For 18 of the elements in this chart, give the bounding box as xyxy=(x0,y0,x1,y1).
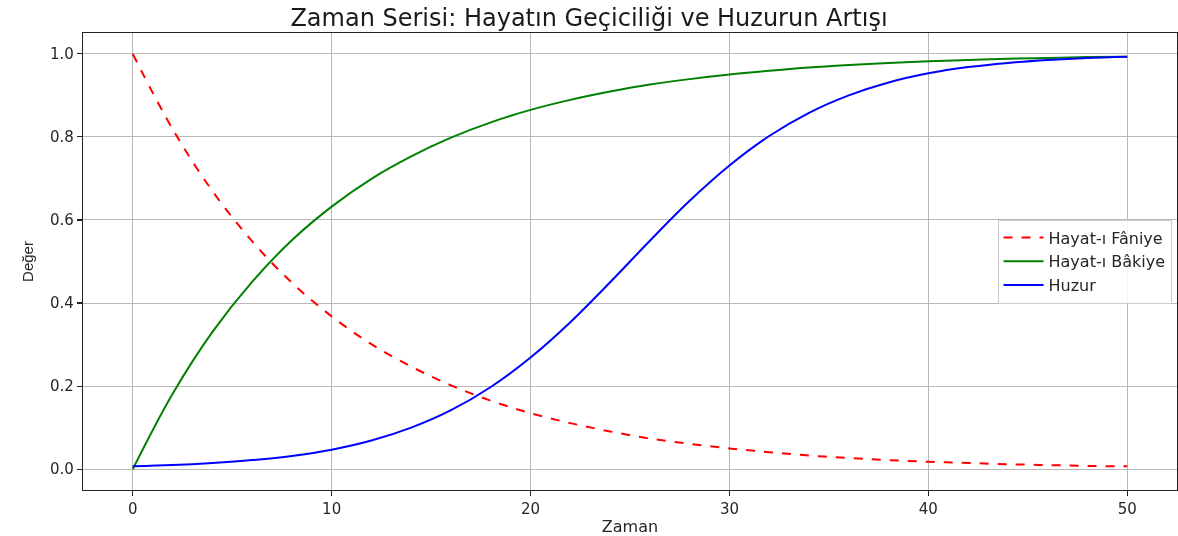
y-tick-label: 1.0 xyxy=(49,45,74,64)
legend-label: Hayat-ı Bâkiye xyxy=(1048,252,1166,272)
y-tick-label: 0.4 xyxy=(49,294,74,313)
chart-title: Zaman Serisi: Hayatın Geçiciliği ve Huzurun Artışı xyxy=(290,3,888,32)
y-tick-label: 0.2 xyxy=(49,377,74,396)
legend-label: Hayat-ı Fâniye xyxy=(1048,228,1163,248)
legend-label: Huzur xyxy=(1048,276,1097,296)
x-tick-label: 50 xyxy=(1117,500,1137,519)
y-tick-label: 0.8 xyxy=(49,128,74,147)
x-tick-label: 40 xyxy=(918,500,938,519)
y-tick-label: 0.6 xyxy=(49,211,74,230)
y-tick-label: 0.0 xyxy=(49,460,74,479)
x-tick-label: 30 xyxy=(719,500,739,519)
x-tick-label: 10 xyxy=(322,500,342,519)
y-axis-title: Değer xyxy=(19,241,37,282)
x-tick-label: 20 xyxy=(521,500,541,519)
x-tick-label: 0 xyxy=(127,500,138,519)
x-axis-title: Zaman xyxy=(601,516,659,536)
